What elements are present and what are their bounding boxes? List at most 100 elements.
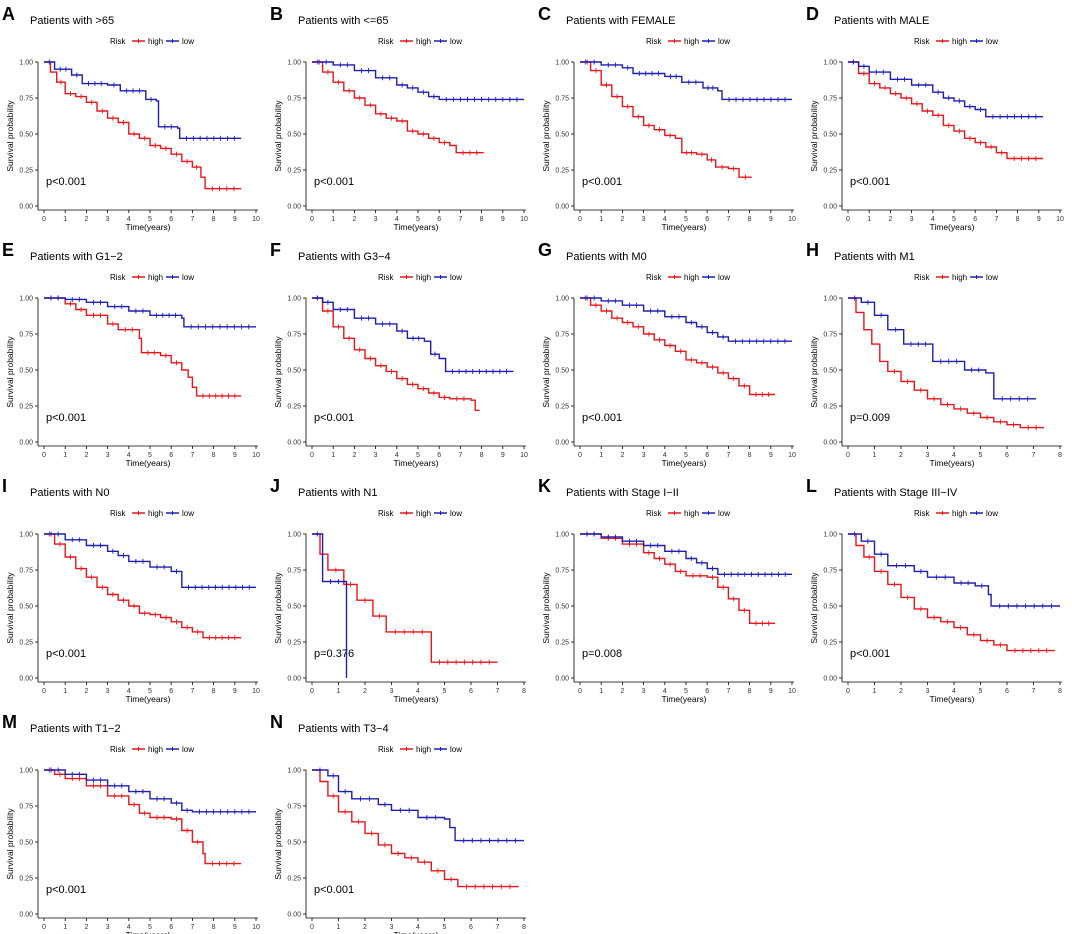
x-tick-label: 4 <box>663 452 667 459</box>
legend: Risk high low <box>646 37 730 46</box>
y-tick-label: 1.00 <box>19 296 33 303</box>
p-value: p<0.001 <box>582 412 622 424</box>
panel-letter: D <box>806 4 819 24</box>
x-tick-label: 3 <box>390 688 394 695</box>
y-tick-label: 1.00 <box>823 296 837 303</box>
y-tick-label: 0.00 <box>823 676 837 683</box>
y-tick-label: 1.00 <box>823 532 837 539</box>
x-tick-label: 4 <box>127 924 131 931</box>
y-axis-label: Survival probability <box>5 572 15 644</box>
x-tick-label: 8 <box>1016 216 1020 223</box>
x-tick-label: 6 <box>169 688 173 695</box>
x-tick-label: 9 <box>233 216 237 223</box>
x-tick-label: 10 <box>788 216 796 223</box>
x-tick-label: 2 <box>352 452 356 459</box>
x-axis-label: Time(years) <box>393 222 438 232</box>
panel-letter: K <box>538 476 551 496</box>
y-tick-label: 0.75 <box>19 568 33 575</box>
panel-title: Patients with N1 <box>298 487 377 499</box>
x-tick-label: 5 <box>443 688 447 695</box>
x-tick-label: 4 <box>127 688 131 695</box>
y-axis-label: Survival probability <box>541 100 551 172</box>
x-tick-label: 4 <box>663 688 667 695</box>
x-tick-label: 0 <box>42 924 46 931</box>
panel-letter: I <box>2 476 7 496</box>
legend-label-high: high <box>684 37 699 46</box>
y-tick-label: 0.75 <box>19 332 33 339</box>
panel-f: F Patients with G3−4 Risk high low 0.00 0.25 0.… <box>270 240 528 468</box>
km-curve-high <box>44 61 242 190</box>
x-tick-label: 0 <box>310 216 314 223</box>
x-tick-label: 8 <box>212 216 216 223</box>
x-tick-label: 3 <box>106 452 110 459</box>
y-axis-label: Survival probability <box>5 808 15 880</box>
x-tick-label: 5 <box>148 924 152 931</box>
y-tick-label: 0.00 <box>287 912 301 919</box>
p-value: p<0.001 <box>582 176 622 188</box>
x-tick-label: 3 <box>926 688 930 695</box>
y-tick-label: 0.25 <box>19 640 33 647</box>
x-tick-label: 1 <box>599 688 603 695</box>
x-tick-label: 1 <box>63 452 67 459</box>
x-tick-label: 10 <box>788 688 796 695</box>
x-tick-label: 1 <box>599 452 603 459</box>
y-tick-label: 0.25 <box>287 168 301 175</box>
y-tick-label: 0.75 <box>823 96 837 103</box>
x-tick-label: 6 <box>437 452 441 459</box>
x-tick-label: 6 <box>437 216 441 223</box>
x-tick-label: 7 <box>190 216 194 223</box>
x-tick-label: 7 <box>458 216 462 223</box>
y-tick-label: 0.50 <box>823 368 837 375</box>
legend-title: Risk <box>646 37 663 46</box>
panel-h: H Patients with M1 Risk high low 0.00 0.25 0.50… <box>806 240 1062 468</box>
x-tick-label: 0 <box>578 452 582 459</box>
x-tick-label: 6 <box>705 452 709 459</box>
x-tick-label: 2 <box>352 216 356 223</box>
y-tick-label: 0.75 <box>555 332 569 339</box>
x-tick-label: 3 <box>106 688 110 695</box>
x-tick-label: 3 <box>642 688 646 695</box>
y-tick-label: 0.00 <box>287 676 301 683</box>
y-tick-label: 0.50 <box>287 368 301 375</box>
x-tick-label: 2 <box>888 216 892 223</box>
y-tick-label: 0.00 <box>19 676 33 683</box>
y-tick-label: 0.50 <box>287 132 301 139</box>
x-axis-label: Time(years) <box>661 222 706 232</box>
x-tick-label: 4 <box>416 924 420 931</box>
legend: Risk high low <box>914 273 998 282</box>
x-tick-label: 1 <box>63 688 67 695</box>
x-tick-label: 4 <box>127 452 131 459</box>
censor-marks-high <box>48 531 236 641</box>
panel-letter: N <box>270 712 283 732</box>
y-tick-label: 0.50 <box>19 368 33 375</box>
x-tick-label: 1 <box>599 216 603 223</box>
x-tick-label: 6 <box>973 216 977 223</box>
x-tick-label: 7 <box>726 216 730 223</box>
x-tick-label: 5 <box>979 452 983 459</box>
y-axis-label: Survival probability <box>541 336 551 408</box>
y-tick-label: 1.00 <box>19 532 33 539</box>
x-tick-label: 8 <box>522 688 526 695</box>
y-tick-label: 0.50 <box>555 368 569 375</box>
censor-marks-low <box>586 59 786 102</box>
legend-label-high: high <box>416 509 431 518</box>
x-axis-label: Time(years) <box>393 930 438 934</box>
panel-title: Patients with <=65 <box>298 15 389 27</box>
legend-label-high: high <box>148 509 163 518</box>
censor-marks-high <box>586 531 770 626</box>
panel-i: I Patients with N0 Risk high low 0.00 0.25 0.50… <box>2 476 260 704</box>
legend: Risk high low <box>646 509 730 518</box>
panel-title: Patients with T3−4 <box>298 723 389 735</box>
x-tick-label: 5 <box>684 216 688 223</box>
x-tick-label: 5 <box>416 452 420 459</box>
y-tick-label: 0.00 <box>823 440 837 447</box>
legend-label-high: high <box>148 37 163 46</box>
censor-marks-low <box>854 531 1052 609</box>
censor-marks-high <box>584 295 770 397</box>
x-tick-label: 4 <box>395 216 399 223</box>
legend-title: Risk <box>378 745 395 754</box>
y-tick-label: 0.25 <box>287 640 301 647</box>
x-axis-label: Time(years) <box>929 458 974 468</box>
x-tick-label: 6 <box>469 688 473 695</box>
x-tick-label: 9 <box>1037 216 1041 223</box>
